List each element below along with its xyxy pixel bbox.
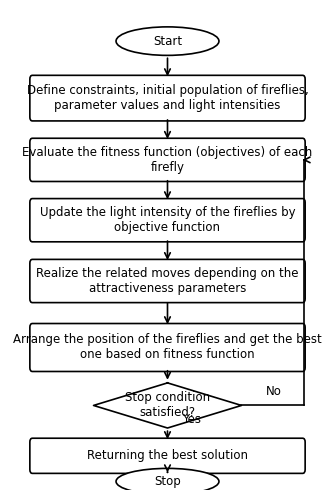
Polygon shape <box>93 383 242 428</box>
Text: Start: Start <box>153 34 182 48</box>
FancyBboxPatch shape <box>30 324 305 372</box>
FancyBboxPatch shape <box>30 76 305 121</box>
Text: Returning the best solution: Returning the best solution <box>87 450 248 462</box>
FancyBboxPatch shape <box>30 260 305 302</box>
FancyBboxPatch shape <box>30 438 305 474</box>
Text: Update the light intensity of the fireflies by
objective function: Update the light intensity of the firefl… <box>40 206 295 234</box>
Text: Stop condition
satisfied?: Stop condition satisfied? <box>125 392 210 419</box>
Text: Arrange the position of the fireflies and get the best
one based on fitness func: Arrange the position of the fireflies an… <box>13 334 322 361</box>
Text: Define constraints, initial population of fireflies,
parameter values and light : Define constraints, initial population o… <box>26 84 309 112</box>
FancyBboxPatch shape <box>30 138 305 182</box>
Text: Evaluate the fitness function (objectives) of each
firefly: Evaluate the fitness function (objective… <box>22 146 313 174</box>
Text: Yes: Yes <box>182 413 201 426</box>
Text: Realize the related moves depending on the
attractiveness parameters: Realize the related moves depending on t… <box>36 267 299 295</box>
Ellipse shape <box>116 468 219 494</box>
Text: Stop: Stop <box>154 475 181 488</box>
FancyBboxPatch shape <box>30 198 305 242</box>
Text: No: No <box>266 386 281 398</box>
Ellipse shape <box>116 27 219 56</box>
